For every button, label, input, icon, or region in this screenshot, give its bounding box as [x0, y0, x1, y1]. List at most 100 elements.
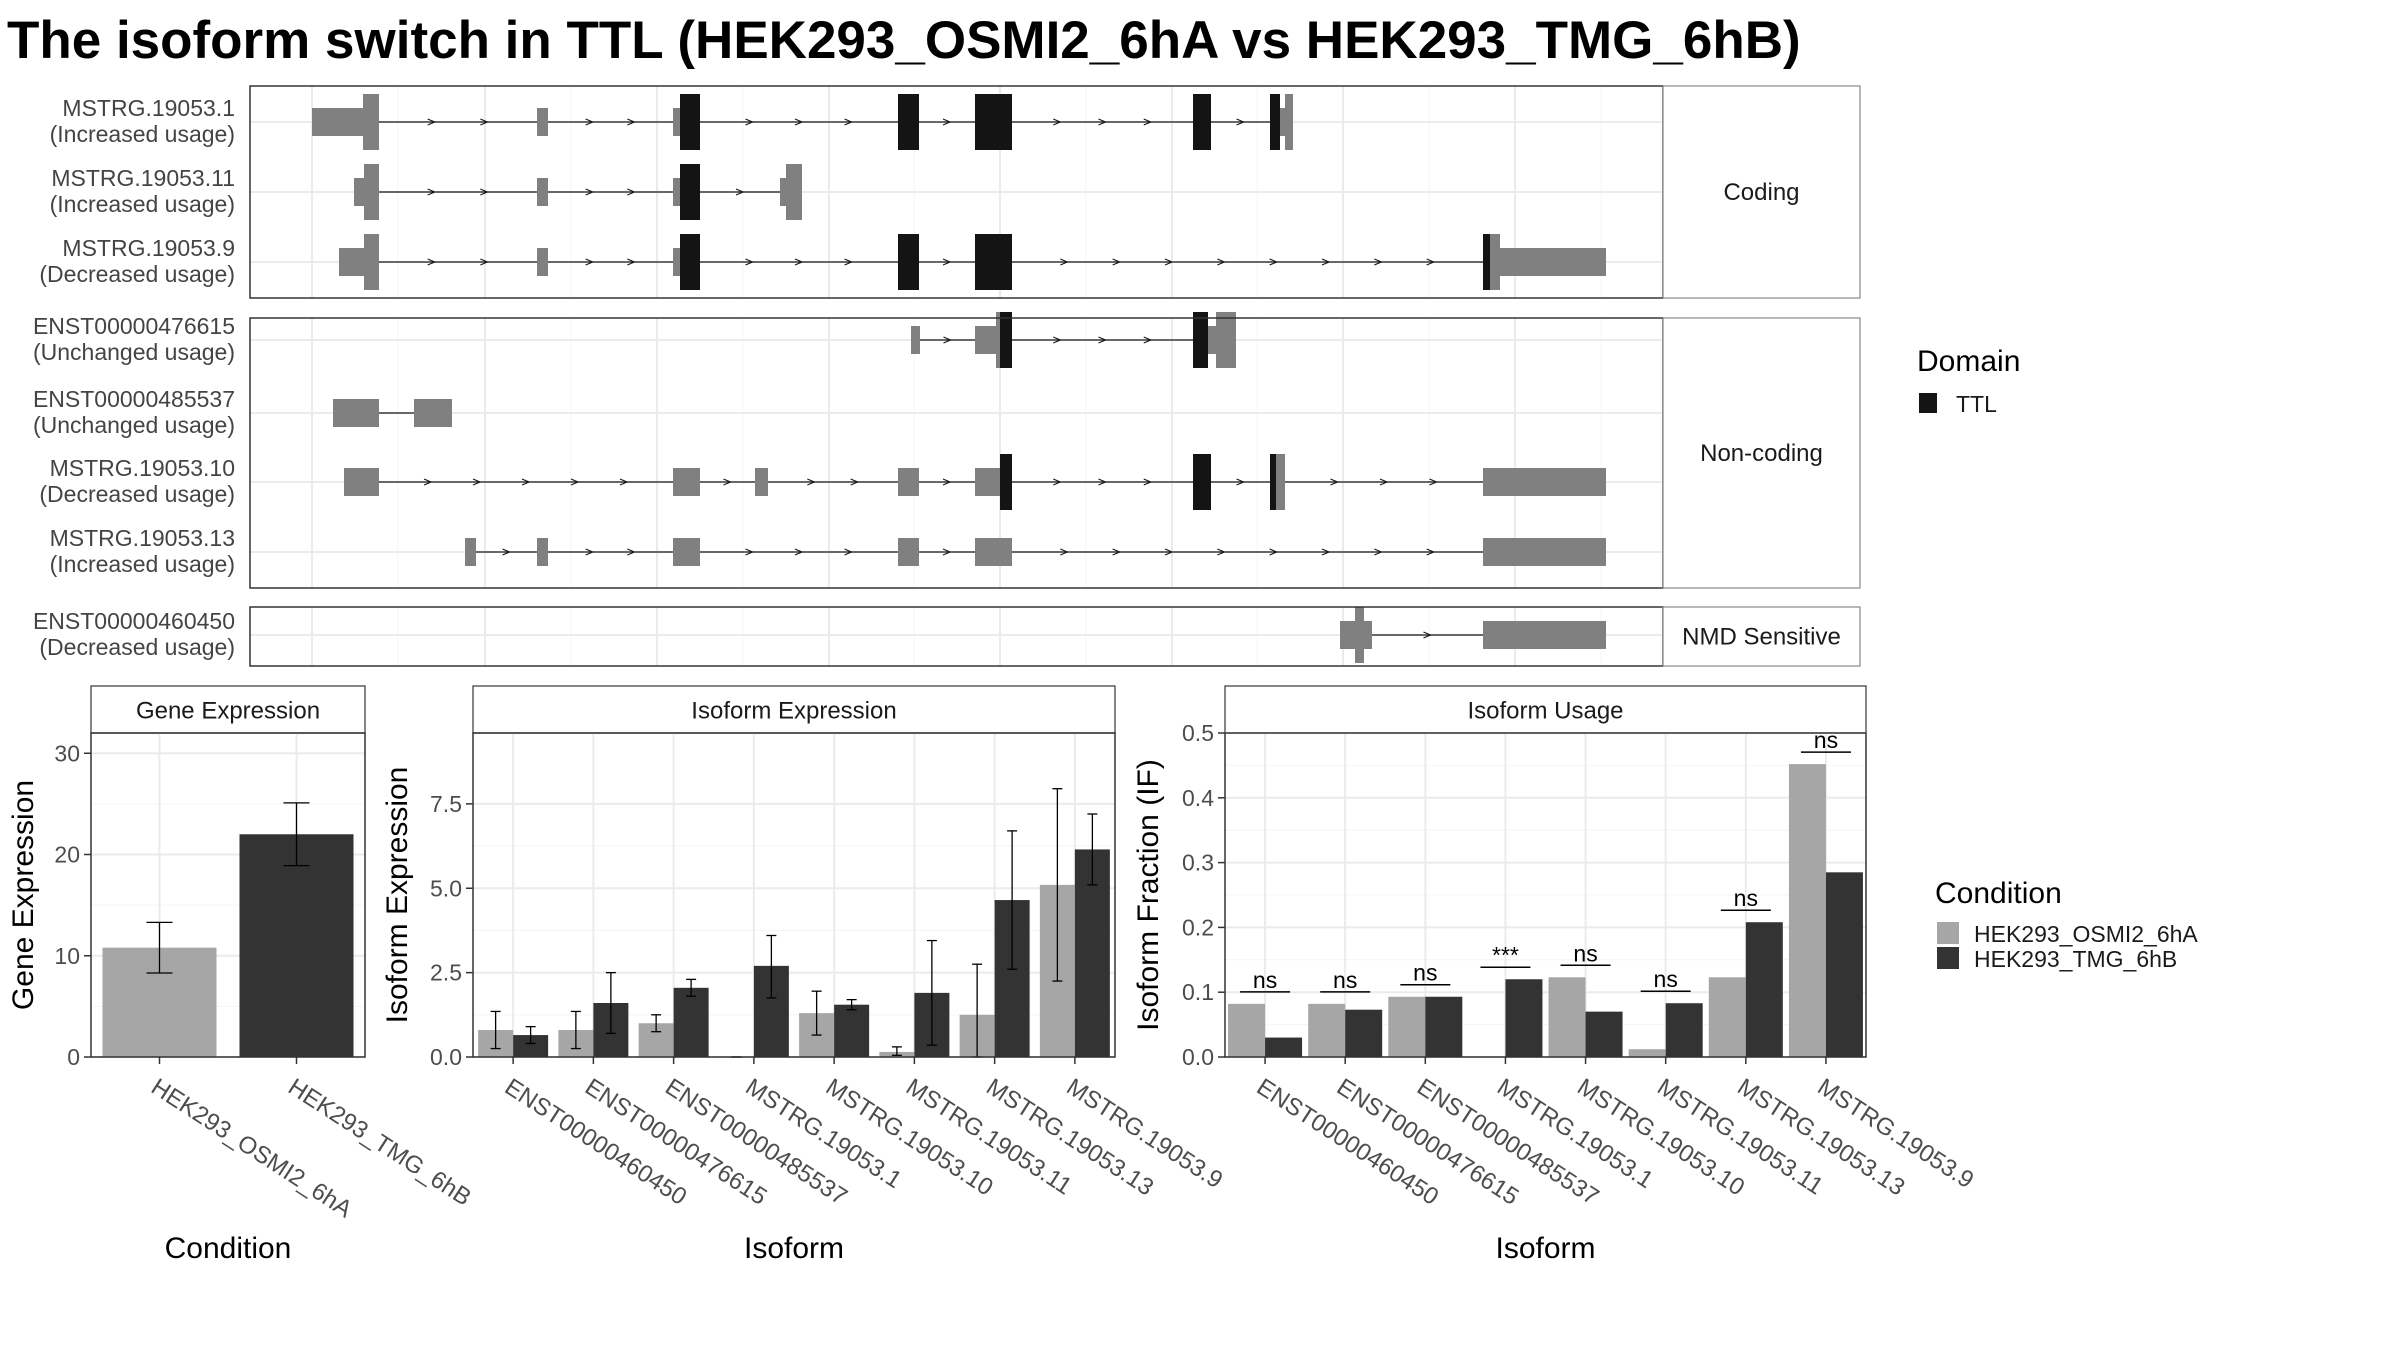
bar — [1825, 872, 1863, 1057]
utr-exon — [673, 468, 700, 496]
bar — [1585, 1011, 1623, 1057]
transcript-structure: MSTRG.19053.1(Increased usage)MSTRG.1905… — [33, 85, 1861, 667]
utr-exon — [996, 312, 1000, 368]
strand-arrow — [1269, 548, 1279, 556]
significance-label: ns — [1253, 967, 1277, 993]
bar — [1345, 1009, 1383, 1057]
bar — [239, 834, 354, 1057]
utr-exon — [364, 234, 379, 290]
domain-exon — [1000, 454, 1012, 510]
strand-arrow — [844, 258, 854, 266]
utr-exon — [1483, 621, 1606, 649]
utr-exon — [339, 248, 364, 276]
legend-title: Domain — [1917, 345, 2020, 378]
y-tick-label: 0 — [67, 1044, 80, 1070]
gene-expression-panel: Gene Expression0102030HEK293_OSMI2_6hAHE… — [7, 685, 476, 1265]
strand-arrow — [1053, 118, 1062, 126]
transcript-usage: (Increased usage) — [50, 551, 235, 577]
utr-exon — [975, 538, 1012, 566]
utr-exon — [1490, 234, 1500, 290]
strand-arrow — [807, 478, 816, 486]
utr-exon — [1216, 312, 1236, 368]
domain-exon — [898, 234, 919, 290]
domain-exon — [975, 234, 1012, 290]
utr-exon — [1483, 468, 1606, 496]
bar — [1548, 977, 1586, 1057]
y-tick-label: 5.0 — [430, 875, 462, 901]
strand-arrow — [1060, 548, 1069, 556]
domain-exon — [1270, 454, 1276, 510]
utr-exon — [975, 468, 996, 496]
strand-arrow — [570, 478, 580, 486]
strand-arrow — [1112, 548, 1122, 556]
panel-border — [1224, 732, 1867, 1058]
transcript-usage: (Decreased usage) — [39, 634, 235, 660]
strand-arrow — [521, 478, 531, 486]
domain-exon — [1270, 94, 1280, 150]
strand-arrow — [1164, 548, 1174, 556]
strand-arrow — [1098, 118, 1108, 126]
utr-exon — [780, 178, 786, 206]
utr-exon — [363, 94, 379, 150]
bar — [1308, 1003, 1346, 1057]
transcript-id: MSTRG.19053.11 — [51, 165, 235, 191]
strand-arrow — [1217, 258, 1226, 266]
strand-arrow — [794, 258, 804, 266]
strand-arrow — [1060, 258, 1069, 266]
bar — [1388, 996, 1426, 1057]
bar — [1628, 1049, 1666, 1057]
strand-arrow — [850, 478, 860, 486]
utr-exon — [537, 178, 548, 206]
y-tick-label: 0.2 — [1182, 914, 1214, 940]
strand-arrow — [480, 118, 489, 126]
strand-arrow — [1429, 478, 1439, 486]
strand-arrow — [844, 118, 854, 126]
legend-title: Condition — [1935, 877, 2062, 910]
strand-arrow — [1426, 258, 1436, 266]
strand-arrow — [1269, 258, 1279, 266]
significance-label: ns — [1413, 960, 1437, 986]
legend-key — [1919, 393, 1937, 413]
strand-arrow — [942, 118, 952, 126]
utr-exon — [1285, 94, 1293, 150]
utr-exon — [1355, 607, 1364, 663]
strand-arrow — [1321, 258, 1331, 266]
strand-arrow — [794, 118, 804, 126]
y-tick-label: 0.1 — [1182, 979, 1214, 1005]
x-axis-title: Isoform — [744, 1232, 844, 1265]
facet-label: NMD Sensitive — [1682, 624, 1841, 651]
facet-strip — [90, 685, 366, 734]
utr-exon — [1340, 621, 1355, 649]
transcript-id: MSTRG.19053.9 — [62, 235, 235, 261]
utr-exon — [1280, 108, 1285, 136]
figure-title: The isoform switch in TTL (HEK293_OSMI2_… — [7, 11, 1801, 70]
strand-arrow — [427, 258, 437, 266]
utr-exon — [364, 164, 379, 220]
y-tick-label: 20 — [54, 842, 80, 868]
utr-exon — [898, 538, 919, 566]
bar — [673, 987, 709, 1057]
legend-label: TTL — [1956, 391, 1997, 417]
y-axis-title: Isoform Expression — [381, 767, 414, 1024]
domain-exon — [1000, 312, 1012, 368]
significance-label: ns — [1734, 885, 1758, 911]
transcript-id: ENST00000476615 — [33, 313, 235, 339]
strand-arrow — [627, 188, 636, 196]
utr-exon — [755, 468, 768, 496]
strand-arrow — [1098, 336, 1108, 344]
significance-label: ns — [1814, 727, 1838, 753]
bar — [1708, 977, 1746, 1057]
strand-arrow — [844, 548, 854, 556]
utr-exon — [673, 108, 680, 136]
utr-exon — [465, 538, 476, 566]
utr-exon — [673, 538, 700, 566]
bar — [1425, 996, 1463, 1057]
domain-exon — [1483, 234, 1490, 290]
facet-label: Gene Expression — [136, 698, 320, 725]
significance-label: ns — [1573, 940, 1597, 966]
transcript-usage: (Unchanged usage) — [33, 339, 235, 365]
utr-exon — [673, 178, 680, 206]
strand-arrow — [1143, 478, 1153, 486]
strand-arrow — [1236, 118, 1246, 126]
